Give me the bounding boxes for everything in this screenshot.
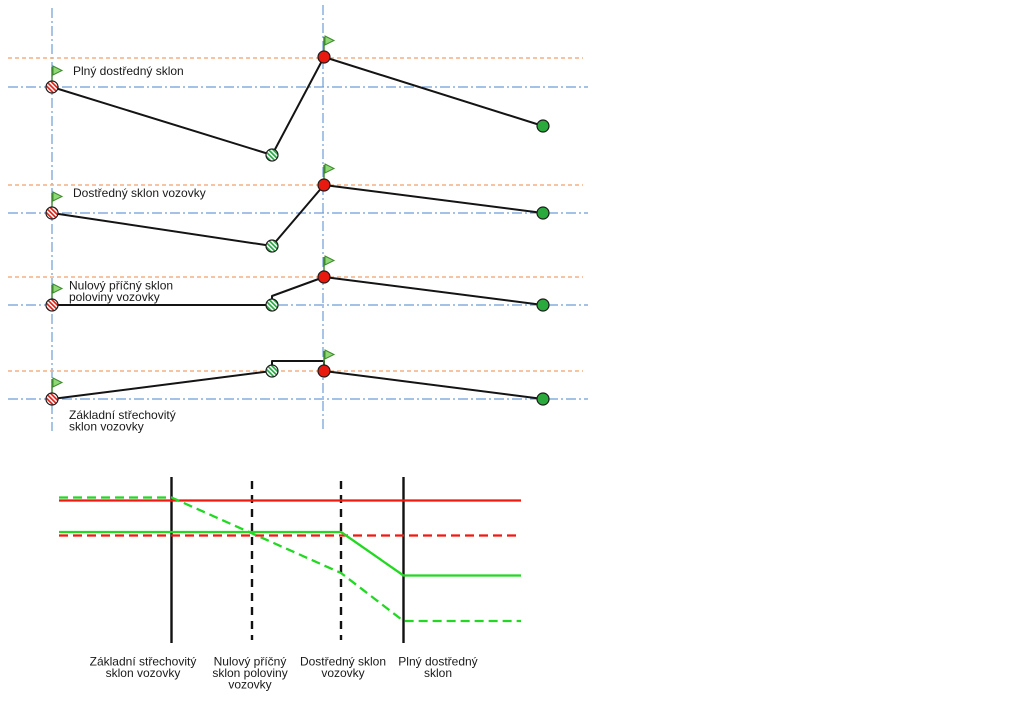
chart-series-green-edge-dashed (59, 496, 521, 623)
solid-red-point-marker (317, 270, 331, 284)
solid-red-point-marker (317, 178, 331, 192)
chart-series-green-edge-solid (59, 530, 521, 577)
station-label: Nulový příčný (214, 655, 287, 669)
cross-section-label: Nulový příčný sklon (69, 279, 173, 293)
cross-section-label: Dostředný sklon vozovky (73, 186, 206, 200)
road-surface-nulovy-pricny-sklon-poloviny-vozovky (52, 276, 544, 306)
solid-red-point-marker (317, 50, 331, 64)
cross-section-label: sklon vozovky (69, 420, 144, 434)
flag-icon (52, 377, 64, 388)
solid-green-point-marker (536, 298, 550, 312)
road-surface-zakladni-strechovity-sklon-vozovky (51, 360, 544, 400)
hatched-red-point-marker (45, 392, 59, 406)
hatched-green-point-marker (265, 148, 279, 162)
station-label: Plný dostředný (398, 655, 477, 669)
hatched-green-point-marker (265, 239, 279, 253)
cross-section-label: Základní střechovitý (69, 408, 176, 422)
hatched-red-point-marker (45, 206, 59, 220)
solid-green-point-marker (536, 206, 550, 220)
road-surface-plny-dostredny-sklon (51, 56, 544, 156)
station-label: sklon vozovky (106, 666, 181, 680)
solid-green-point-marker (536, 392, 550, 406)
cross-section-label: Plný dostředný sklon (73, 64, 184, 78)
flag-icon (52, 283, 64, 294)
flag-icon (324, 255, 336, 266)
flag-icon (324, 349, 336, 360)
flag-icon (52, 65, 64, 76)
hatched-green-point-marker (265, 364, 279, 378)
hatched-red-point-marker (45, 80, 59, 94)
solid-green-point-marker (536, 119, 550, 133)
hatched-green-point-marker (265, 298, 279, 312)
station-label: Základní střechovitý (90, 655, 197, 669)
flag-icon (52, 191, 64, 202)
solid-red-point-marker (317, 364, 331, 378)
station-label: sklon poloviny (212, 666, 287, 680)
road-surface-dostredny-sklon-vozovky (51, 184, 544, 247)
hatched-red-point-marker (45, 298, 59, 312)
station-label: sklon (424, 666, 452, 680)
station-label: vozovky (321, 666, 364, 680)
station-label: vozovky (228, 678, 271, 692)
station-label: Dostředný sklon (300, 655, 386, 669)
flag-icon (324, 35, 336, 46)
cross-section-label: poloviny vozovky (69, 290, 160, 304)
flag-icon (324, 163, 336, 174)
